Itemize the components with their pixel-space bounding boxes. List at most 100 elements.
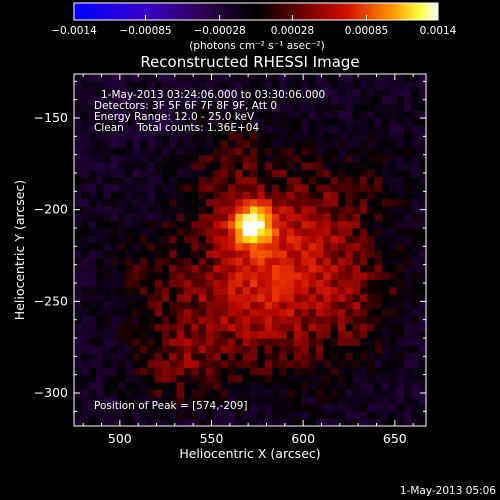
heatmap-cell [103,264,112,273]
heatmap-cell [301,154,310,163]
heatmap-cell [132,184,141,192]
heatmap-cell [169,213,178,222]
heatmap-cell [279,74,288,82]
heatmap-cell [316,103,324,112]
heatmap-cell [279,198,288,207]
heatmap-cell [147,118,156,126]
heatmap-cell [191,374,200,383]
heatmap-cell [191,220,200,229]
heatmap-cell [308,132,317,141]
heatmap-cell [206,206,214,214]
heatmap-cell [396,257,405,266]
heatmap-cell [228,235,236,244]
heatmap-cell [286,272,295,280]
heatmap-cell [396,140,405,148]
heatmap-cell [272,176,280,185]
heatmap-cell [352,88,361,97]
heatmap-cell [301,96,310,104]
heatmap-cell [338,352,346,361]
heatmap-cell [184,396,192,405]
heatmap-cell [103,418,112,426]
heatmap-cell [88,301,97,310]
heatmap-cell [323,140,332,148]
heatmap-cell [132,132,141,141]
heatmap-cell [169,81,178,90]
heatmap-cell [352,154,361,163]
heatmap-cell [286,176,295,185]
heatmap-cell [272,206,280,214]
heatmap-cell [367,308,376,317]
heatmap-cell [316,162,324,170]
heatmap-cell [81,345,90,354]
heatmap-cell [110,88,119,97]
heatmap-cell [154,367,163,376]
heatmap-cell [316,125,324,134]
heatmap-cell [338,308,346,317]
heatmap-cell [213,308,222,317]
heatmap-cell [272,118,280,126]
heatmap-cell [286,264,295,273]
heatmap-cell [198,110,207,119]
heatmap-cell [382,382,390,390]
heatmap-cell [96,323,104,332]
heatmap-cell [374,301,383,310]
heatmap-cell [316,345,324,354]
heatmap-cell [294,147,302,156]
heatmap-cell [301,279,310,288]
heatmap-cell [81,418,90,426]
heatmap-cell [198,176,207,185]
heatmap-cell [147,154,156,163]
heatmap-cell [191,228,200,236]
heatmap-cell [272,418,280,426]
heatmap-cell [198,389,207,398]
heatmap-cell [220,198,229,207]
heatmap-cell [96,389,104,398]
heatmap-cell [250,374,258,383]
heatmap-cell [374,389,383,398]
heatmap-cell [382,250,390,258]
heatmap-cell [323,264,332,273]
heatmap-cell [345,308,354,317]
heatmap-cell [235,228,244,236]
heatmap-cell [396,345,405,354]
x-tick-label: 650 [383,431,407,446]
heatmap-cell [235,206,244,214]
heatmap-cell [96,418,104,426]
heatmap-cell [110,81,119,90]
heatmap-cell [88,367,97,376]
heatmap-cell [279,396,288,405]
heatmap-cell [294,286,302,295]
heatmap-cell [140,396,148,405]
heatmap-cell [228,323,236,332]
heatmap-cell [81,323,90,332]
heatmap-cell [279,404,288,412]
heatmap-cell [169,338,178,346]
heatmap-cell [81,191,90,200]
heatmap-cell [213,411,222,420]
heatmap-cell [301,213,310,222]
heatmap-cell [81,264,90,273]
heatmap-cell [323,176,332,185]
heatmap-cell [382,396,390,405]
heatmap-cell [279,418,288,426]
heatmap-cell [257,272,266,280]
heatmap-cell [132,323,141,332]
heatmap-cell [228,191,236,200]
heatmap-cell [286,198,295,207]
heatmap-cell [323,301,332,310]
heatmap-cell [125,242,134,251]
heatmap-cell [352,389,361,398]
heatmap-cell [286,228,295,236]
heatmap-cell [250,396,258,405]
heatmap-cell [404,235,412,244]
heatmap-cell [110,360,119,368]
heatmap-cell [264,162,273,170]
heatmap-cell [176,352,185,361]
heatmap-cell [411,367,420,376]
heatmap-cell [118,382,126,390]
heatmap-cell [294,411,302,420]
heatmap-cell [308,162,317,170]
heatmap-cell [411,206,420,214]
heatmap-cell [198,345,207,354]
heatmap-cell [191,272,200,280]
